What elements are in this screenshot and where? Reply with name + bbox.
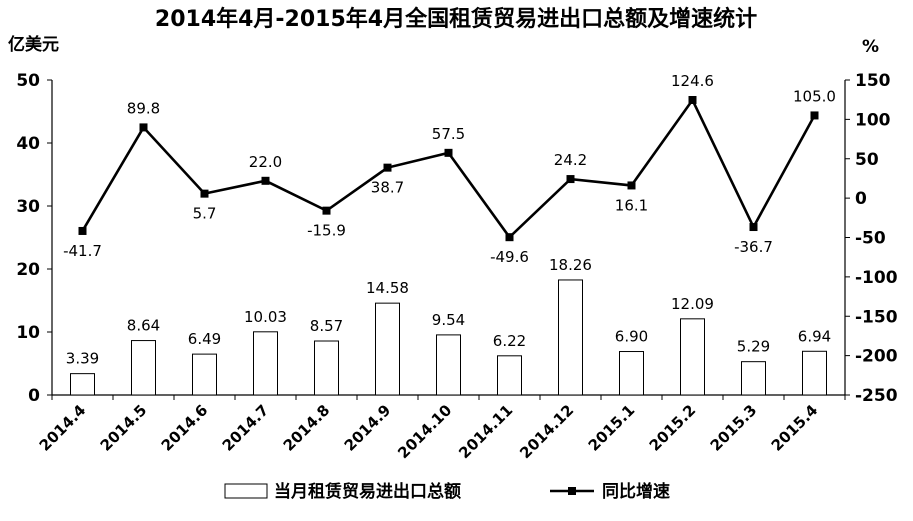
data-labels: 3.39 8.64 6.49 10.03 8.57 14.58 9.54 6.22 18.26 6… (63, 72, 836, 368)
growth-value-label: 22.0 (249, 153, 282, 171)
bar-value-label: 8.64 (127, 317, 160, 335)
growth-point (505, 233, 514, 242)
x-tick-label: 2014.7 (219, 401, 273, 455)
left-axis-unit: 亿美元 (8, 34, 59, 55)
right-tick-label: 100 (855, 110, 891, 130)
growth-point (749, 223, 758, 232)
bar-value-label: 18.26 (549, 256, 592, 274)
growth-value-label: -15.9 (307, 222, 346, 240)
bar-value-label: 5.29 (737, 338, 770, 356)
left-tick-label: 30 (16, 197, 40, 217)
bar (131, 340, 156, 396)
legend: 当月租赁贸易进出口总额 同比增速 (224, 481, 670, 502)
growth-point (688, 96, 697, 105)
growth-point (383, 163, 392, 172)
bar-value-label: 6.90 (615, 328, 648, 346)
growth-line (78, 96, 819, 242)
growth-point (444, 148, 453, 157)
right-tick-label: -250 (855, 386, 898, 406)
growth-point (261, 176, 270, 185)
growth-value-label: 57.5 (432, 125, 465, 143)
growth-value-label: 38.7 (371, 179, 404, 197)
bar (680, 318, 705, 396)
x-tick-label: 2014.10 (394, 401, 455, 462)
left-tick-label: 10 (16, 323, 40, 343)
left-tick-label: 0 (28, 386, 40, 406)
x-tick-label: 2015.3 (707, 401, 761, 455)
growth-point (627, 181, 636, 190)
legend-bar-label: 当月租赁贸易进出口总额 (274, 481, 461, 502)
bar (253, 331, 278, 396)
legend-line-label: 同比增速 (602, 481, 670, 502)
growth-value-label: 89.8 (127, 99, 160, 117)
bar (436, 334, 461, 396)
right-axis-unit: % (862, 37, 879, 57)
growth-value-label: 5.7 (193, 205, 217, 223)
right-tick-label: -150 (855, 307, 898, 327)
x-tick-label: 2014.6 (158, 401, 212, 455)
left-tick-label: 20 (16, 260, 40, 280)
right-tick-label: -200 (855, 347, 898, 367)
bar (375, 302, 400, 396)
x-tick-label: 2015.1 (585, 401, 639, 455)
x-tick-label: 2014.11 (455, 401, 516, 462)
right-tick-label: 50 (855, 150, 879, 170)
bar (619, 351, 644, 396)
growth-point (566, 175, 575, 184)
bar-value-label: 6.22 (493, 332, 526, 350)
bar (314, 340, 339, 396)
growth-point (200, 189, 209, 198)
growth-value-label: 16.1 (615, 196, 648, 214)
x-tick-label: 2014.4 (36, 401, 90, 455)
bar (497, 355, 522, 396)
right-tick-label: 150 (855, 71, 891, 91)
legend-line-marker (568, 487, 576, 495)
bar-value-label: 3.39 (66, 350, 99, 368)
bar-value-label: 10.03 (244, 308, 287, 326)
growth-value-label: 124.6 (671, 72, 714, 90)
bar-value-label: 14.58 (366, 279, 409, 297)
bar (802, 350, 827, 396)
x-tick-label: 2014.9 (341, 401, 395, 455)
growth-value-label: -36.7 (734, 238, 773, 256)
bar (558, 279, 583, 396)
bar-value-label: 9.54 (432, 311, 465, 329)
x-tick-label: 2015.4 (768, 401, 822, 455)
bars (70, 279, 827, 396)
growth-value-label: -41.7 (63, 242, 102, 260)
growth-point (139, 123, 148, 132)
bar (70, 373, 95, 396)
x-tick-label: 2014.12 (516, 401, 577, 462)
growth-point (322, 206, 331, 215)
bar-value-label: 6.49 (188, 330, 221, 348)
left-tick-label: 50 (16, 71, 40, 91)
right-tick-label: -50 (855, 229, 886, 249)
bar (741, 361, 766, 396)
chart-title: 2014年4月-2015年4月全国租赁贸易进出口总额及增速统计 (155, 6, 757, 32)
x-tick-label: 2015.2 (646, 401, 700, 455)
x-tick-label: 2014.5 (97, 401, 151, 455)
x-tick-label: 2014.8 (280, 401, 334, 455)
growth-value-label: 24.2 (554, 151, 587, 169)
growth-point (810, 111, 819, 120)
bar-value-label: 12.09 (671, 295, 714, 313)
bar (192, 353, 217, 396)
growth-point (78, 226, 87, 235)
growth-value-label: -49.6 (490, 248, 529, 266)
legend-bar-swatch (224, 483, 268, 499)
right-tick-label: 0 (855, 189, 867, 209)
growth-value-label: 105.0 (793, 87, 836, 105)
left-tick-label: 40 (16, 134, 40, 154)
bar-value-label: 6.94 (798, 327, 831, 345)
bar-value-label: 8.57 (310, 317, 343, 335)
right-tick-label: -100 (855, 268, 898, 288)
